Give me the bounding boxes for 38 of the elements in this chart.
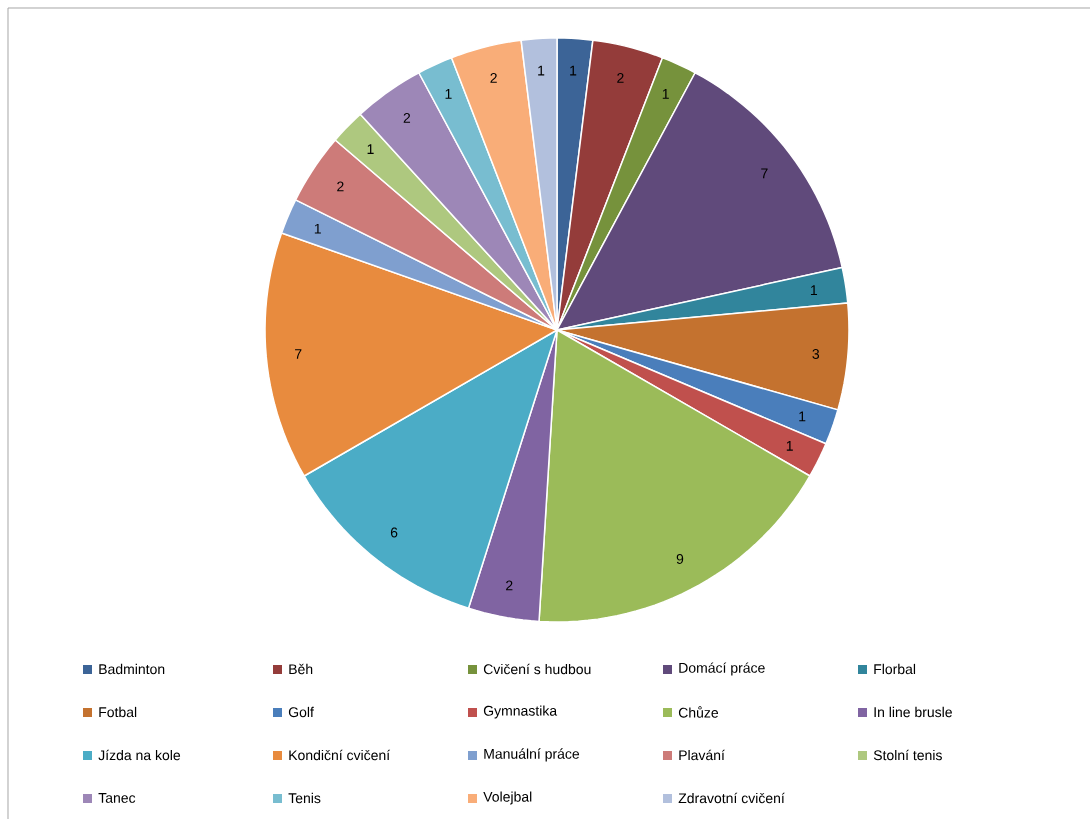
legend-label: Cvičení s hudbou — [483, 663, 591, 675]
data-label: 1 — [570, 65, 577, 76]
data-label: 1 — [538, 65, 545, 76]
data-label: 6 — [390, 527, 398, 538]
data-label: 1 — [367, 144, 374, 154]
legend-label: Kondiční cvičení — [289, 749, 391, 761]
data-label: 7 — [761, 168, 768, 179]
data-label: 9 — [676, 553, 684, 564]
data-label: 2 — [490, 73, 497, 83]
legend-label: Chůze — [678, 706, 719, 718]
legend-label: Fotbal — [99, 706, 137, 718]
data-label: 3 — [812, 349, 820, 359]
legend-label: Manuální práce — [484, 748, 580, 762]
legend-label: Domácí práce — [679, 662, 765, 676]
data-label: 2 — [403, 112, 411, 123]
legend-label: Stolní tenis — [873, 749, 942, 761]
legend-label: Volejbal — [483, 791, 532, 805]
data-label: 1 — [445, 89, 452, 99]
legend-label: Tanec — [98, 793, 136, 803]
data-label: 2 — [617, 73, 624, 83]
legend-label: Jízda na kole — [98, 749, 181, 761]
legend-label: In line brusle — [874, 706, 952, 718]
data-label: 1 — [662, 89, 669, 99]
data-label: 1 — [799, 411, 806, 422]
legend-label: Golf — [288, 706, 314, 718]
legend-label: Běh — [289, 663, 313, 675]
legend-label: Plavání — [679, 749, 725, 761]
legend-label: Tenis — [288, 792, 321, 804]
data-label: 1 — [314, 223, 321, 234]
legend-label: Florbal — [874, 663, 916, 675]
data-label: 1 — [810, 285, 818, 295]
legend-label: Gymnastika — [483, 705, 558, 719]
data-label: 2 — [337, 181, 344, 192]
data-label: 1 — [786, 441, 793, 451]
data-label: 2 — [506, 580, 513, 591]
legend-label: Badminton — [99, 663, 165, 675]
legend-label: Zdravotní cvičení — [678, 792, 785, 804]
data-label: 7 — [295, 349, 302, 359]
